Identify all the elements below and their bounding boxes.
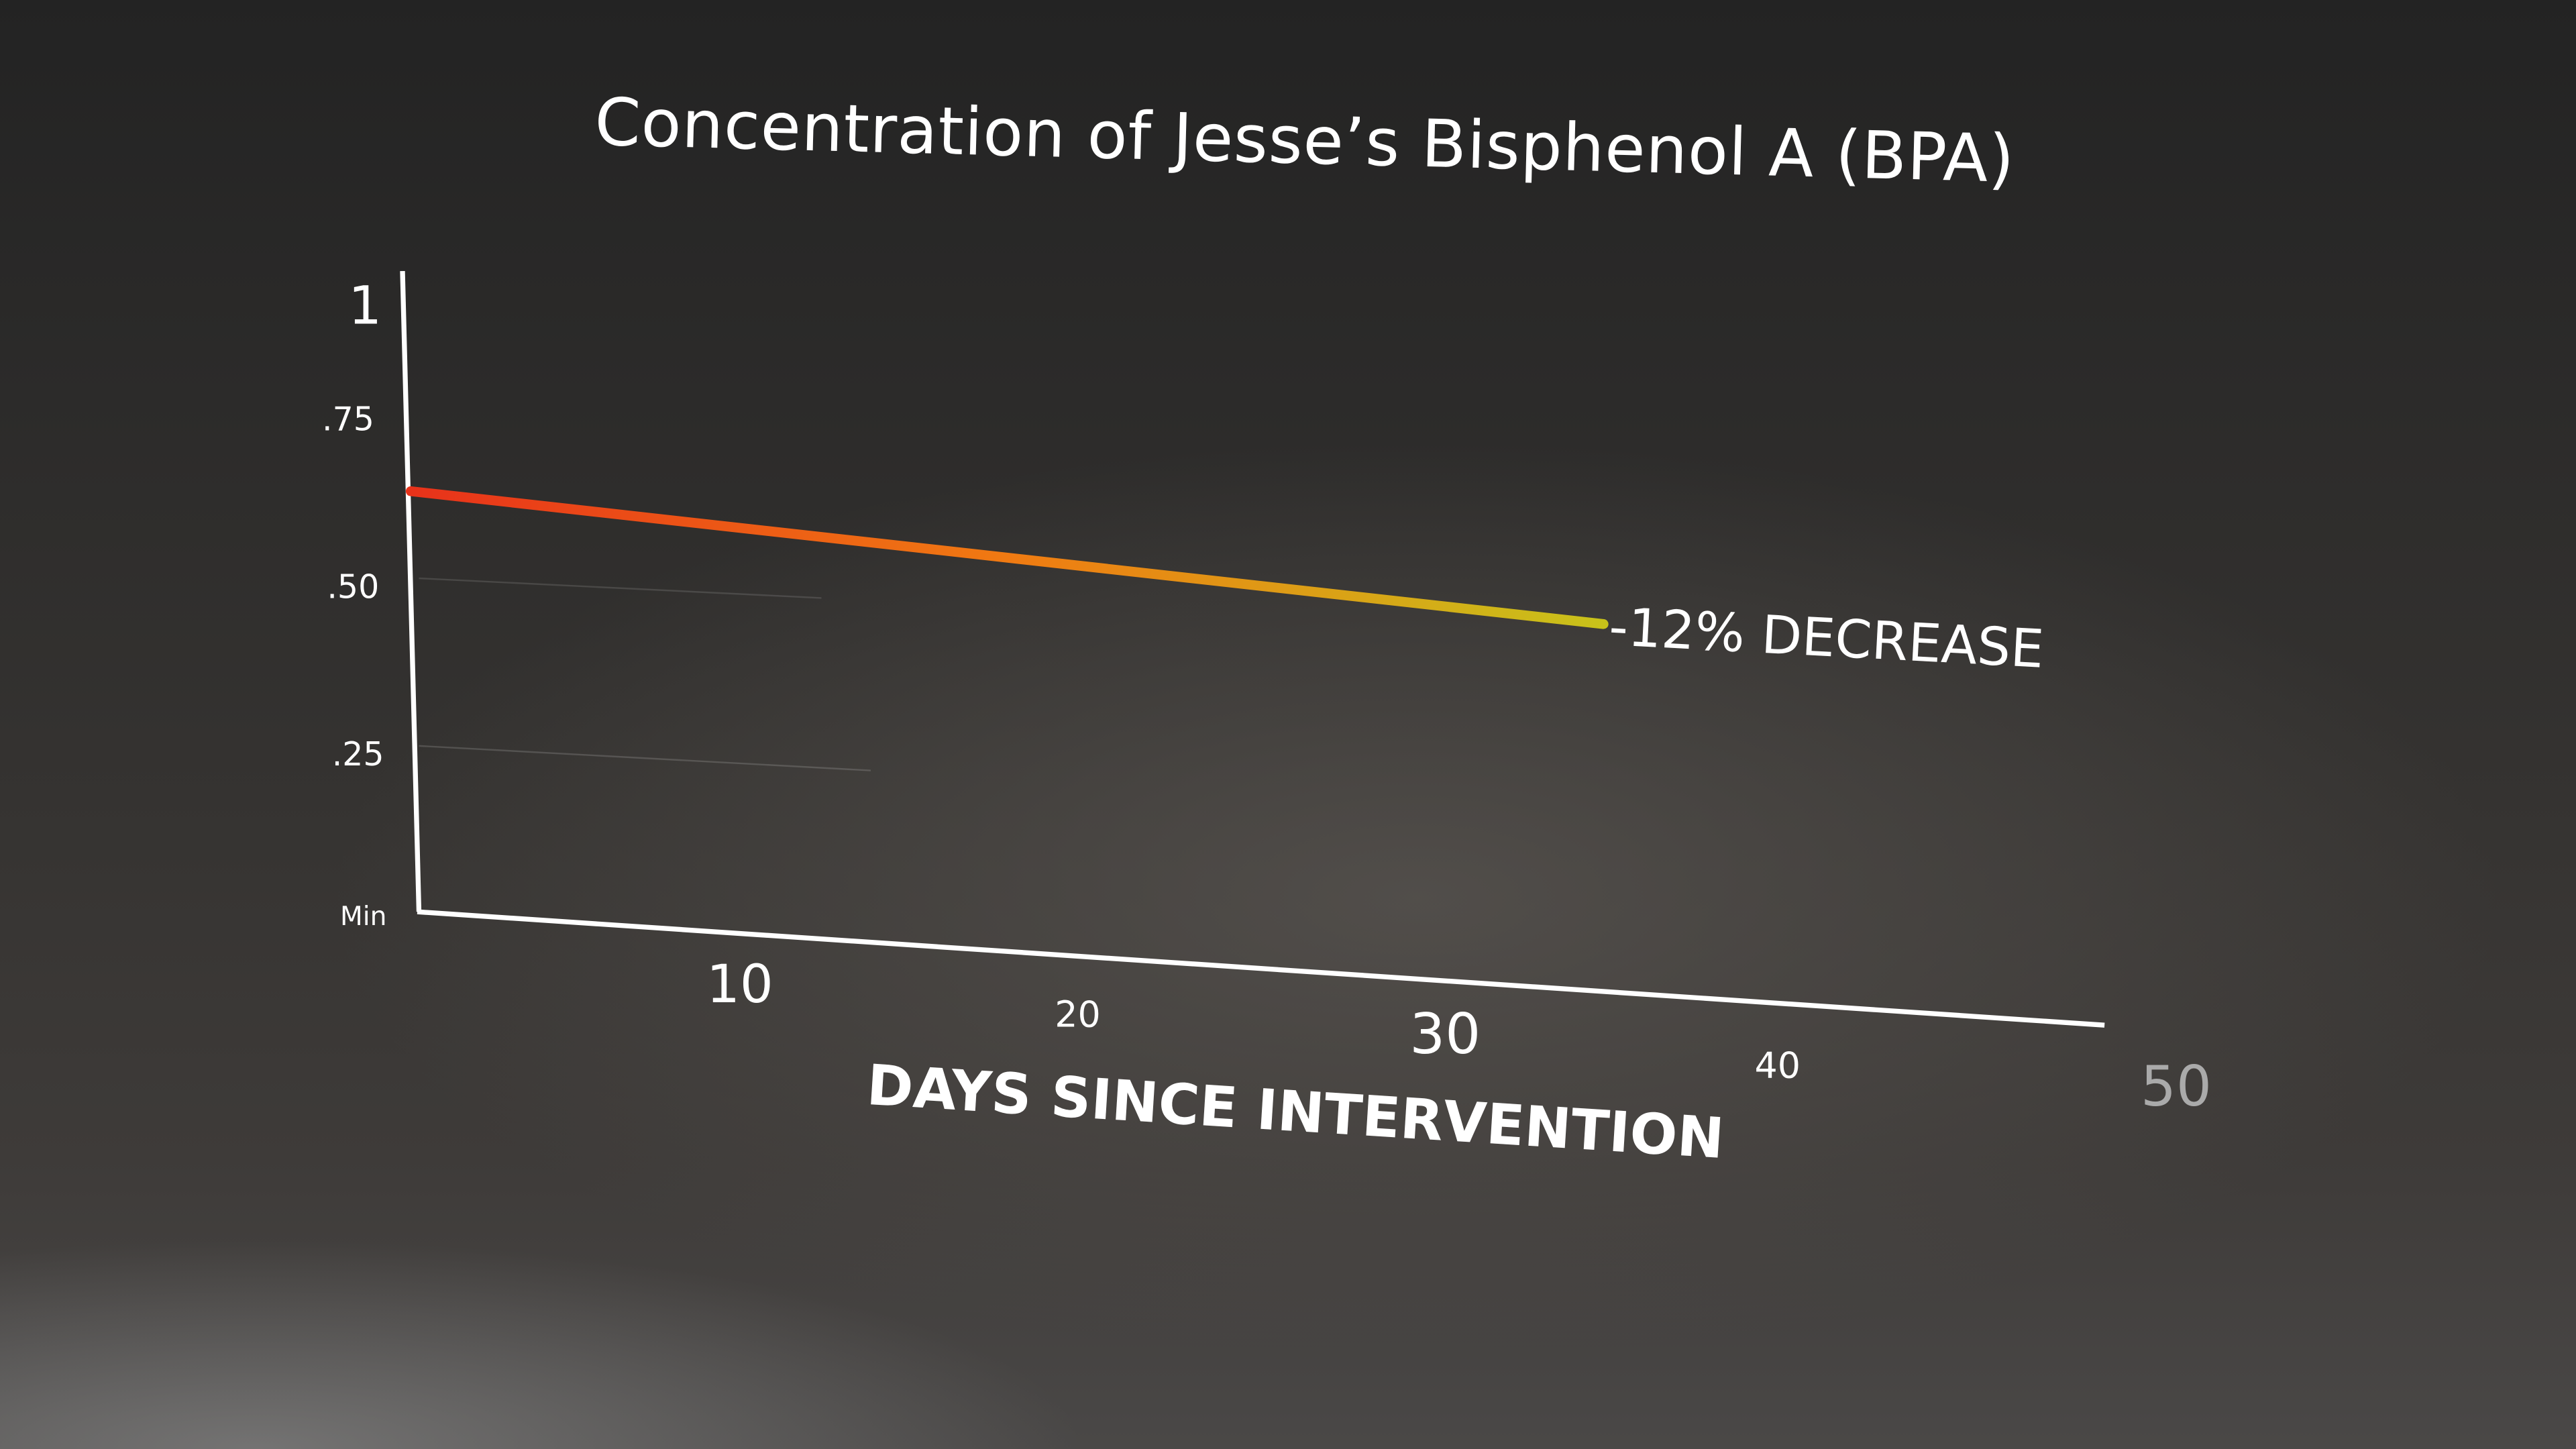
x-tick-label: 30 xyxy=(1409,1002,1481,1067)
x-tick-label: 40 xyxy=(1755,1044,1801,1087)
annotation-decrease: -12% DECREASE xyxy=(1607,596,2045,680)
y-axis xyxy=(400,270,422,912)
x-tick-label: 10 xyxy=(706,954,773,1015)
x-axis-label: DAYS SINCE INTERVENTION xyxy=(865,1053,1726,1171)
y-tick-label: .50 xyxy=(327,568,379,606)
gridline-50 xyxy=(419,577,822,599)
x-axis xyxy=(417,909,2105,1028)
x-tick-label: 20 xyxy=(1055,994,1101,1036)
y-tick-label: 1 xyxy=(348,275,382,336)
gridline-25 xyxy=(419,745,871,771)
x-tick-label: 50 xyxy=(2141,1054,2212,1119)
y-tick-label: Min xyxy=(340,902,387,932)
y-tick-label: .25 xyxy=(332,735,384,773)
y-tick-label: .75 xyxy=(322,400,374,439)
series-line-bpa xyxy=(405,486,1609,629)
